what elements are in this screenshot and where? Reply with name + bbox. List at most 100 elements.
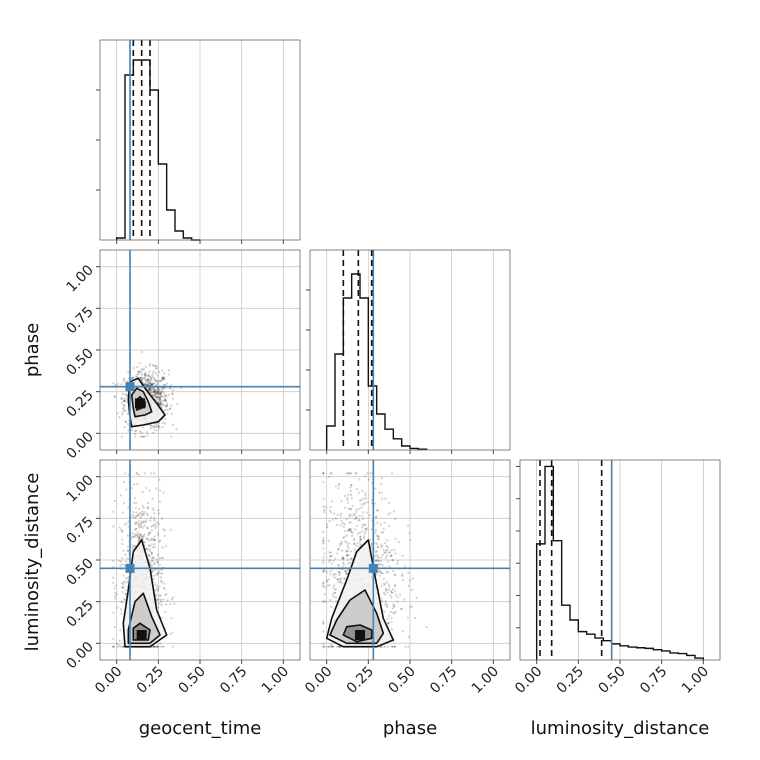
sample-point bbox=[149, 388, 152, 391]
sample-point bbox=[155, 525, 158, 528]
sample-point bbox=[130, 377, 133, 380]
sample-point bbox=[343, 570, 347, 573]
sample-point bbox=[377, 555, 380, 558]
sample-point bbox=[126, 549, 130, 552]
sample-point bbox=[161, 556, 164, 560]
sample-point bbox=[161, 376, 164, 380]
sample-point bbox=[170, 412, 173, 415]
sample-point bbox=[154, 645, 158, 648]
sample-point bbox=[138, 430, 142, 433]
sample-point bbox=[322, 571, 325, 574]
sample-point bbox=[162, 376, 165, 380]
sample-point bbox=[168, 407, 172, 410]
sample-point bbox=[146, 374, 150, 377]
sample-point bbox=[158, 478, 161, 481]
sample-point bbox=[159, 395, 162, 399]
sample-point bbox=[391, 559, 394, 562]
sample-point bbox=[154, 378, 157, 382]
sample-point bbox=[157, 388, 160, 391]
sample-point bbox=[386, 604, 389, 607]
sample-point bbox=[359, 499, 362, 502]
sample-point bbox=[356, 542, 359, 545]
sample-point bbox=[114, 594, 117, 598]
sample-point bbox=[342, 563, 345, 566]
sample-point bbox=[143, 377, 146, 380]
histogram-step-phase bbox=[325, 273, 428, 450]
sample-point bbox=[408, 531, 411, 535]
truth-marker bbox=[125, 382, 135, 392]
sample-point bbox=[121, 581, 124, 585]
sample-point bbox=[346, 568, 350, 572]
sample-point bbox=[153, 394, 156, 397]
sample-point bbox=[116, 606, 119, 609]
sample-point bbox=[350, 497, 353, 500]
sample-point bbox=[139, 525, 142, 528]
sample-point bbox=[329, 570, 332, 573]
sample-point bbox=[345, 541, 348, 544]
sample-point bbox=[354, 472, 357, 475]
sample-point bbox=[354, 528, 357, 531]
sample-point bbox=[153, 425, 156, 428]
sample-point bbox=[124, 409, 127, 412]
sample-point bbox=[117, 645, 120, 648]
sample-point bbox=[364, 530, 367, 533]
sample-point bbox=[322, 505, 325, 508]
x-tick-label: 1.00 bbox=[469, 664, 502, 697]
sample-point bbox=[323, 569, 326, 572]
sample-point bbox=[338, 645, 341, 648]
sample-point bbox=[156, 645, 159, 648]
sample-point bbox=[153, 389, 156, 392]
y-tick-label: 0.25 bbox=[63, 387, 96, 420]
sample-point bbox=[384, 600, 387, 603]
sample-point bbox=[125, 560, 128, 563]
sample-point bbox=[135, 472, 138, 475]
sample-point bbox=[124, 598, 127, 601]
sample-point bbox=[155, 425, 158, 428]
sample-point bbox=[151, 497, 154, 500]
sample-point bbox=[156, 561, 159, 564]
sample-point bbox=[138, 535, 141, 538]
sample-point bbox=[349, 508, 352, 511]
sample-point bbox=[140, 373, 143, 376]
sample-point bbox=[400, 607, 403, 611]
sample-point bbox=[155, 390, 159, 393]
sample-point bbox=[370, 501, 374, 505]
sample-point bbox=[138, 370, 141, 373]
sample-point bbox=[144, 382, 147, 386]
sample-point bbox=[346, 472, 349, 475]
sample-point bbox=[113, 626, 117, 629]
sample-point bbox=[377, 537, 380, 541]
sample-point bbox=[155, 380, 158, 383]
sample-point bbox=[345, 549, 348, 552]
sample-point bbox=[135, 527, 138, 530]
sample-point bbox=[149, 387, 152, 390]
sample-point bbox=[119, 560, 123, 563]
sample-point bbox=[379, 571, 383, 574]
sample-point bbox=[153, 425, 156, 428]
sample-point bbox=[154, 589, 157, 592]
sample-point bbox=[386, 591, 389, 594]
sample-point bbox=[415, 596, 418, 600]
scatter-panel-geocent-time-vs-luminosity-distance: 0.00 0.25 0.50 0.75 1.000.000.250.500.751.00 bbox=[63, 459, 301, 697]
sample-point bbox=[154, 593, 158, 596]
sample-point bbox=[156, 532, 159, 535]
sample-point bbox=[380, 645, 383, 648]
sample-point bbox=[149, 531, 152, 534]
sample-point bbox=[141, 369, 144, 372]
sample-point bbox=[360, 503, 363, 506]
sample-point bbox=[391, 645, 394, 648]
sample-point bbox=[135, 501, 138, 505]
sample-point bbox=[406, 616, 410, 619]
sample-point bbox=[163, 376, 166, 379]
sample-point bbox=[409, 538, 412, 541]
sample-point bbox=[140, 520, 143, 523]
sample-point bbox=[158, 602, 161, 605]
sample-point bbox=[121, 542, 124, 546]
sample-point bbox=[124, 420, 127, 424]
sample-point bbox=[124, 581, 127, 584]
sample-point bbox=[393, 604, 396, 607]
sample-point bbox=[131, 548, 134, 551]
sample-point bbox=[346, 497, 349, 500]
sample-point bbox=[346, 558, 349, 561]
